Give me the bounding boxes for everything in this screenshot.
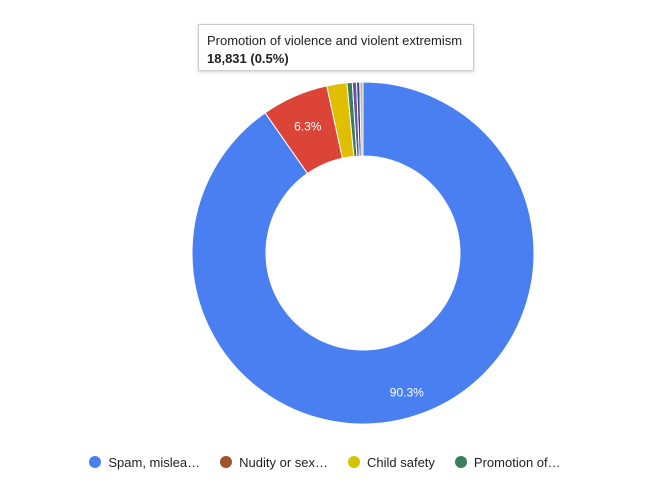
slice-0[interactable] — [191, 81, 535, 425]
slice-6[interactable] — [359, 81, 364, 157]
legend-item-nudity[interactable]: Nudity or sex… — [220, 455, 328, 470]
legend-item-child-safety[interactable]: Child safety — [348, 455, 435, 470]
legend-label-spam: Spam, mislea… — [108, 454, 201, 470]
chart-tooltip: Promotion of violence and violent extrem… — [198, 24, 474, 71]
legend-dot-spam — [89, 456, 102, 468]
tooltip-value: 18,831 (0.5%) — [207, 51, 289, 66]
legend-label-child-safety: Child safety — [367, 454, 435, 470]
slice-label-0: 90.3% — [390, 385, 424, 399]
legend-item-spam[interactable]: Spam, mislea… — [89, 455, 200, 470]
legend-dot-violence — [454, 456, 467, 468]
legend-dot-child-safety — [348, 456, 360, 468]
slice-label-1: 6.3% — [294, 120, 322, 134]
tooltip-title: Promotion of violence and violent extrem… — [207, 33, 463, 48]
legend-dot-nudity — [220, 456, 233, 468]
donut-chart: 90.3% 6.3% — [191, 81, 535, 425]
legend-item-violence[interactable]: Promotion of… — [454, 454, 561, 470]
legend-label-nudity: Nudity or sex… — [239, 454, 328, 470]
chart-legend: Spam, mislea… Nudity or sex… Child safet… — [0, 450, 650, 474]
legend-label-violence: Promotion of… — [473, 454, 561, 470]
